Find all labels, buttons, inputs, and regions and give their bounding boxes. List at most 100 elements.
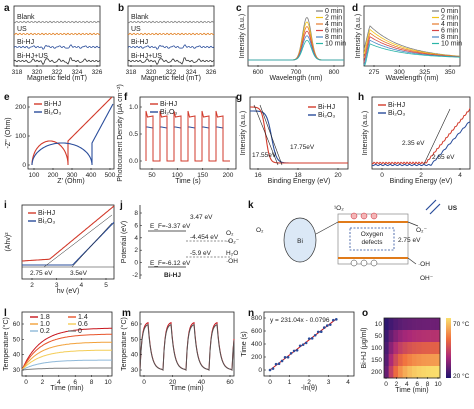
k-singlet-oxygen: ¹O₂: [334, 205, 344, 212]
legend-g-label: Bi-HJ: [318, 104, 335, 111]
n-data-point: [289, 351, 293, 355]
panel-h-ylabel: Intensity (a.u.): [362, 111, 369, 155]
n-data-point: [325, 324, 329, 327]
panel-a-x-tick-label: 318: [12, 69, 23, 76]
k-gap-label: 2.75 eV: [398, 237, 421, 244]
panel-label-m: m: [122, 308, 131, 319]
k-arrow: [315, 221, 339, 235]
n-data-point: [292, 349, 296, 353]
panel-f-xlabel: Time (s): [175, 178, 200, 185]
heatmap-cell: [388, 330, 394, 343]
heatmap-cell: [430, 354, 436, 367]
k-superoxide-label: O₂⁻: [416, 227, 428, 234]
panel-l-y-tick-label: 30: [13, 367, 21, 374]
heatmap-cell: [407, 330, 413, 343]
legend-l-label: 0.6: [78, 321, 88, 328]
heating-curve: [21, 333, 113, 371]
legend-h-label: Bi₂O₃: [388, 110, 405, 117]
panel-h-x-tick-label: 2: [419, 172, 423, 179]
panel-l-x-tick-label: 10: [104, 379, 112, 386]
colorbar-max-label: 70 °C: [453, 320, 470, 328]
j-annotation: 3.47 eV: [190, 214, 213, 221]
n-data-point: [295, 348, 299, 352]
panel-o-x-tick-label: 4: [405, 381, 409, 388]
panel-m-ylabel: Temperature (°C): [120, 317, 128, 371]
panel-o-x-tick-label: 8: [426, 381, 430, 388]
heatmap-cell: [426, 354, 431, 367]
heatmap-cell: [412, 330, 417, 343]
k-electron: [360, 212, 368, 220]
panel-o-y-tick-label: 200: [371, 369, 382, 376]
heatmap-cell: [416, 318, 422, 331]
heatmap-cell: [421, 318, 427, 331]
cycling-curve: [139, 323, 235, 371]
epr-b-trace-Blank: [127, 20, 215, 24]
legend-g-label: Bi₂O₃: [318, 112, 335, 119]
heatmap-cell: [384, 330, 389, 343]
panel-j-ylabel: Potential (eV): [121, 221, 128, 263]
panel-e-ylabel: -Z'' (Ohm): [5, 117, 12, 148]
heatmap-cell: [402, 354, 408, 367]
panel-i-x-tick-label: 4: [80, 282, 84, 289]
heatmap-cell: [393, 366, 399, 379]
tauc-bi-hj: [21, 205, 115, 262]
epr-a-trace-Bi-HJ+US: [13, 57, 101, 66]
heatmap-cell: [393, 318, 399, 331]
heatmap-cell: [398, 318, 403, 331]
panel-label-f: f: [124, 92, 128, 103]
colorbar-min-label: 20 °C: [453, 372, 470, 380]
heatmap-cell: [421, 366, 427, 379]
panel-n-x-tick-label: 3: [327, 379, 331, 386]
epr-a-trace-Bi-HJ: [13, 44, 101, 50]
panel-f-y-tick-label: 0.5: [129, 131, 138, 138]
epr-b-trace-Bi-HJ: [127, 44, 215, 50]
panel-h-xlabel: Binding Energy (eV): [390, 178, 453, 185]
panel-d-x-tick-label: 275: [369, 69, 380, 76]
heatmap-cell: [398, 342, 403, 355]
panel-f-x-tick-label: 150: [197, 172, 208, 179]
n-data-point: [271, 367, 275, 370]
panel-b-x-tick-label: 324: [186, 69, 197, 76]
panel-a-x-tick-label: 320: [32, 69, 43, 76]
heating-curve: [21, 341, 112, 371]
legend-f-label: Bi-HJ: [160, 101, 177, 108]
legend-c-label: 8 min: [325, 34, 342, 41]
n-data-point: [335, 318, 338, 321]
n-data-point: [280, 359, 284, 363]
epr-a-series-label: Bi-HJ: [17, 39, 34, 46]
heatmap-cell: [402, 330, 408, 343]
panel-b-x-tick-label: 326: [206, 69, 217, 76]
panel-e-frame: [27, 96, 115, 170]
n-data-point: [283, 356, 287, 359]
epr-b-trace-US: [127, 32, 215, 36]
k-defect-box: [349, 227, 395, 251]
legend-e-label: Bi-HJ: [44, 101, 61, 108]
panel-o-y-tick-label: 50: [375, 333, 383, 340]
nyquist-bi-hj: [31, 96, 113, 165]
panel-o-y-tick-label: 100: [371, 345, 382, 352]
panel-label-l: l: [4, 308, 7, 319]
panel-m-frame: [139, 311, 235, 377]
panel-j-y-tick-label: -2: [132, 272, 138, 279]
heatmap-cell: [435, 354, 441, 367]
panel-a-x-tick-label: 326: [92, 69, 103, 76]
panel-c-x-tick-label: 600: [253, 69, 264, 76]
epr-a-series-label: Bi-HJ+US: [17, 53, 48, 60]
colorbar: [446, 318, 451, 378]
heatmap-cell: [416, 354, 422, 367]
heatmap-cell: [412, 366, 417, 379]
panel-o-x-tick-label: 0: [384, 381, 388, 388]
panel-l-y-tick-label: 40: [13, 352, 21, 359]
legend-c-label: 2 min: [325, 15, 342, 22]
panel-m-xlabel: Time (min): [170, 385, 203, 392]
panel-label-i: i: [4, 200, 7, 211]
panel-n-xlabel: -ln(θ): [301, 385, 317, 392]
panel-e-x-tick-label: 300: [67, 172, 78, 179]
panel-o-ylabel: Bi-HJ (μg/ml): [361, 328, 368, 369]
k-hole: [350, 259, 358, 267]
heatmap-cell: [435, 342, 441, 355]
legend-c-label: 4 min: [325, 21, 342, 28]
vb-h-bi-hj: [371, 108, 471, 165]
